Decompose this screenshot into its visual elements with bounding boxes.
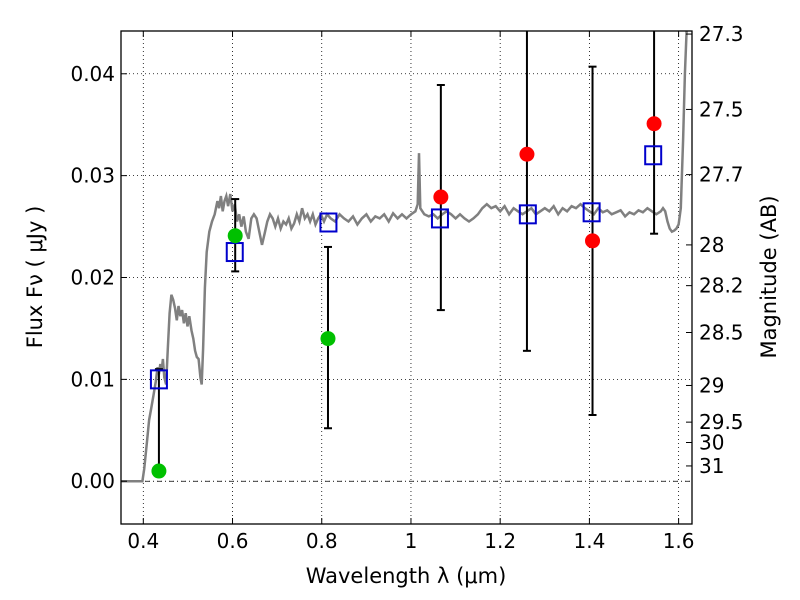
y2-tick-label: 28 (699, 233, 724, 257)
y-tick-label: 0.01 (70, 367, 115, 391)
y2-axis-title: Magnitude (AB) (757, 195, 781, 358)
y2-tick-label: 27.5 (699, 97, 744, 121)
observed-point (151, 463, 167, 479)
error-bars (154, 31, 659, 473)
y-tick-label: 0.04 (70, 62, 115, 86)
model-square (430, 208, 449, 229)
observed-point (646, 116, 662, 132)
error-bar (650, 31, 659, 235)
y2-tick-label: 30 (699, 431, 724, 455)
y2-tick-label: 27.7 (699, 163, 744, 187)
y2-tick-label: 28.5 (699, 321, 744, 345)
y-tick-label: 0.02 (70, 266, 115, 290)
observed-points (151, 116, 662, 479)
observed-point (227, 228, 243, 244)
model-squares (149, 145, 663, 390)
x-tick-label: 1.6 (663, 529, 695, 553)
x-tick-label: 1 (405, 529, 418, 553)
model-square (319, 212, 338, 233)
y-tick-label: 0.00 (70, 469, 115, 493)
y2-tick-label: 28.2 (699, 274, 744, 298)
x-tick-label: 0.6 (217, 529, 249, 553)
x-tick-label: 1.2 (484, 529, 516, 553)
y-axis: 0.00 0.01 0.02 0.03 0.04 (70, 62, 127, 493)
y-tick-label: 0.03 (70, 164, 115, 188)
model-square (149, 369, 168, 390)
x-axis-title: Wavelength λ (μm) (306, 564, 507, 588)
model-spectrum-line (121, 30, 688, 483)
model-square (582, 202, 601, 223)
y2-tick-label: 27.3 (699, 22, 744, 46)
y-axis-title: Flux Fν ( μJy ) (23, 206, 47, 349)
error-bar (522, 31, 531, 352)
observed-point (433, 189, 449, 205)
x-tick-label: 0.4 (127, 529, 159, 553)
observed-point (585, 233, 601, 249)
y2-tick-label: 29.5 (699, 410, 744, 434)
x-tick-label: 1.4 (573, 529, 605, 553)
model-square (644, 145, 663, 166)
y2-tick-label: 29 (699, 373, 724, 397)
x-tick-label: 0.8 (306, 529, 338, 553)
y2-tick-label: 31 (699, 454, 724, 478)
x-axis: 0.4 0.6 0.8 1 1.2 1.4 1.6 (127, 31, 695, 553)
model-square (518, 204, 537, 225)
observed-point (519, 146, 535, 162)
observed-point (320, 331, 336, 347)
